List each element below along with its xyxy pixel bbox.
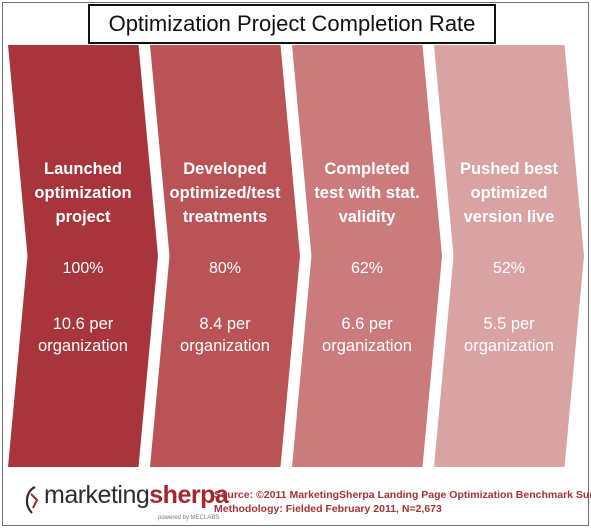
- stage-developed: Developed optimized/test treatments 80% …: [150, 45, 300, 467]
- stage-launched: Launched optimization project 100% 10.6 …: [8, 45, 158, 467]
- stage-title: Developed optimized/test treatments: [169, 160, 281, 226]
- compass-logo-icon: [25, 485, 39, 514]
- stage-percent: 52%: [492, 260, 526, 277]
- source-note: Source: ©2011 MarketingSherpa Landing Pa…: [214, 489, 591, 515]
- footer: marketingsherpa powered by MECLABS Sourc…: [0, 475, 591, 525]
- stage-per-organization: 6.6 per organization: [322, 315, 412, 355]
- stage-percent: 80%: [208, 260, 242, 277]
- stage-pushed: Pushed best optimized version live 52% 5…: [434, 45, 584, 467]
- stage-title: Completed test with stat. validity: [314, 160, 420, 226]
- diagram-title: Optimization Project Completion Rate: [88, 4, 496, 44]
- stage-per-organization: 5.5 per organization: [464, 315, 554, 355]
- stage-title: Pushed best optimized version live: [459, 160, 559, 226]
- stage-percent: 100%: [62, 260, 104, 277]
- stage-per-organization: 10.6 per organization: [38, 315, 128, 355]
- stage-completed: Completed test with stat. validity 62% 6…: [292, 45, 442, 467]
- stage-percent: 62%: [350, 260, 384, 277]
- marketingsherpa-logo: marketingsherpa: [44, 481, 229, 509]
- logo-subtitle: powered by MECLABS: [158, 515, 220, 521]
- stage-per-organization: 8.4 per organization: [180, 315, 270, 355]
- stage-title: Launched optimization project: [34, 160, 132, 226]
